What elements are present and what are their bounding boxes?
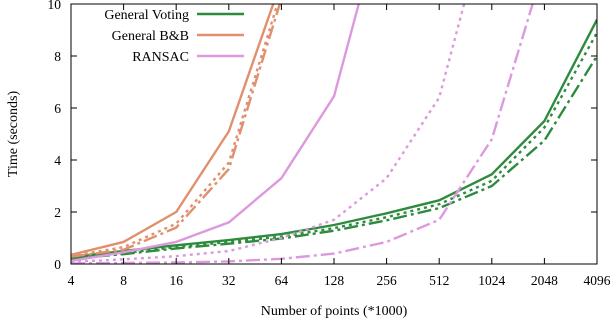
series-line-2 [71,55,597,260]
x-tick-label: 2048 [531,273,558,288]
series-line-1 [71,32,597,260]
x-axis: 4 8 16 32 64 128 256 512 1024 2048 4096 [68,4,610,288]
y-tick-label: 2 [54,205,61,220]
x-tick-label: 1024 [478,273,505,288]
legend-label: General Voting [104,8,189,23]
x-tick-label: 512 [429,273,449,288]
legend-label: RANSAC [132,50,189,65]
x-tick-label: 4 [68,273,75,288]
y-tick-label: 10 [48,0,62,12]
x-tick-label: 4096 [584,273,610,288]
series-line-4 [71,4,279,258]
series-layer [71,4,597,264]
x-tick-label: 32 [222,273,236,288]
x-tick-label: 128 [324,273,345,288]
x-tick-label: 16 [169,273,183,288]
y-tick-label: 4 [54,153,61,168]
x-axis-title: Number of points (*1000) [261,304,408,319]
series-line-5 [71,4,282,258]
legend-label: General B&B [112,29,189,44]
legend: General Voting General B&B RANSAC [104,8,244,65]
x-tick-label: 8 [120,273,127,288]
y-tick-label: 8 [54,49,61,64]
y-axis-title: Time (seconds) [6,91,21,178]
y-axis: 0 2 4 6 8 10 [48,0,597,272]
y-tick-label: 0 [54,257,61,272]
series-line-7 [71,4,466,264]
x-tick-label: 64 [275,273,289,288]
series-line-3 [71,4,275,257]
series-line-8 [71,4,534,264]
y-tick-label: 6 [54,101,61,116]
x-tick-label: 256 [376,273,397,288]
series-line-0 [71,19,597,259]
series-line-6 [71,4,360,263]
